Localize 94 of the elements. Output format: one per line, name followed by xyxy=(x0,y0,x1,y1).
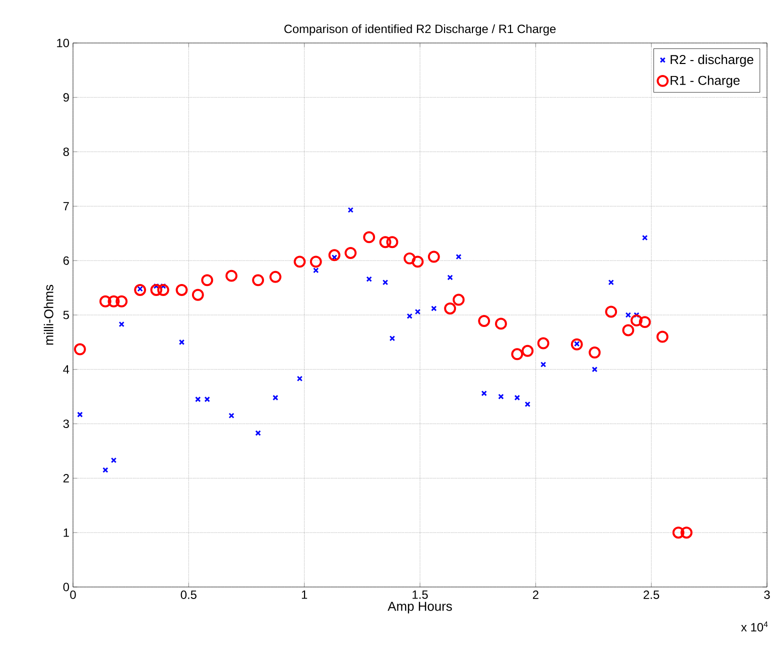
point xyxy=(588,346,601,359)
point xyxy=(108,295,120,308)
point xyxy=(252,274,264,286)
point xyxy=(102,467,108,473)
point xyxy=(310,256,322,268)
point xyxy=(157,284,170,296)
point xyxy=(638,316,651,328)
point xyxy=(328,249,340,262)
y-tick-label: 3 xyxy=(63,420,69,428)
y-tick-label: 4 xyxy=(63,365,70,374)
point xyxy=(110,457,117,464)
point xyxy=(540,362,546,368)
point xyxy=(363,231,376,244)
point xyxy=(511,348,524,360)
point xyxy=(522,344,534,357)
point xyxy=(294,256,306,268)
point xyxy=(592,366,598,372)
point xyxy=(456,254,462,260)
point xyxy=(412,256,424,268)
point xyxy=(431,306,437,312)
point xyxy=(498,394,504,400)
point xyxy=(348,207,354,213)
point xyxy=(656,330,668,343)
x-tick-label: 0 xyxy=(70,590,76,599)
legend-label: R1 - Charge xyxy=(670,75,740,88)
point xyxy=(414,308,421,315)
point xyxy=(444,302,456,314)
point xyxy=(494,318,507,330)
point xyxy=(228,412,234,418)
x-tick-label: 2 xyxy=(532,590,538,599)
point xyxy=(447,274,453,280)
x-tick-label: 3 xyxy=(764,590,770,599)
point xyxy=(680,526,692,539)
point xyxy=(192,288,204,301)
y-axis-title: milli-Ohms xyxy=(44,284,54,345)
point xyxy=(672,526,684,539)
point xyxy=(344,247,357,259)
point xyxy=(74,343,86,356)
point xyxy=(382,279,388,286)
point xyxy=(428,250,440,263)
point xyxy=(201,274,214,286)
point xyxy=(481,390,487,396)
point xyxy=(195,396,201,402)
y-tick-label: 8 xyxy=(63,148,69,156)
point xyxy=(134,284,146,296)
y-tick-label: 10 xyxy=(57,38,70,48)
point xyxy=(176,284,188,296)
point xyxy=(116,295,128,308)
chart-title: Comparison of identified R2 Discharge / R1 Charge xyxy=(284,24,556,36)
point xyxy=(389,336,396,342)
point xyxy=(296,376,303,382)
legend-label: R2 - discharge xyxy=(670,54,754,67)
point xyxy=(537,337,550,350)
point xyxy=(404,252,416,264)
point xyxy=(77,412,83,418)
point xyxy=(204,396,210,402)
point xyxy=(118,321,124,328)
point xyxy=(630,314,643,326)
point xyxy=(608,279,614,286)
point xyxy=(379,236,392,248)
point xyxy=(524,401,530,408)
y-tick-label: 1 xyxy=(64,528,69,537)
point xyxy=(625,312,632,318)
point xyxy=(605,306,618,318)
point xyxy=(406,313,412,319)
point xyxy=(366,276,372,282)
point xyxy=(99,295,112,308)
point xyxy=(313,268,319,274)
point xyxy=(570,338,583,350)
point xyxy=(255,430,261,436)
point xyxy=(642,234,648,241)
point xyxy=(272,394,278,401)
point xyxy=(225,270,238,282)
y-tick-label: 5 xyxy=(63,310,69,320)
point xyxy=(178,339,185,346)
y-tick-label: 2 xyxy=(63,474,69,482)
y-tick-label: 7 xyxy=(63,202,69,210)
point xyxy=(622,324,634,336)
point xyxy=(269,270,282,283)
point xyxy=(150,284,162,296)
x-axis-title: Amp Hours xyxy=(388,602,452,614)
point xyxy=(386,236,398,248)
point xyxy=(478,315,490,327)
point xyxy=(452,294,465,306)
x-tick-label: 2.5 xyxy=(644,590,660,599)
text: x 10$^{4}$ xyxy=(741,622,768,632)
point xyxy=(514,394,520,401)
y-tick-label: 9 xyxy=(63,93,69,102)
y-tick-label: 6 xyxy=(63,256,69,265)
x-tick-label: 1.5 xyxy=(412,590,428,599)
point xyxy=(634,312,640,318)
x-tick-label: 0.5 xyxy=(180,590,196,599)
y-tick-label: 0 xyxy=(63,582,70,592)
x-tick-label: 1 xyxy=(302,590,308,599)
